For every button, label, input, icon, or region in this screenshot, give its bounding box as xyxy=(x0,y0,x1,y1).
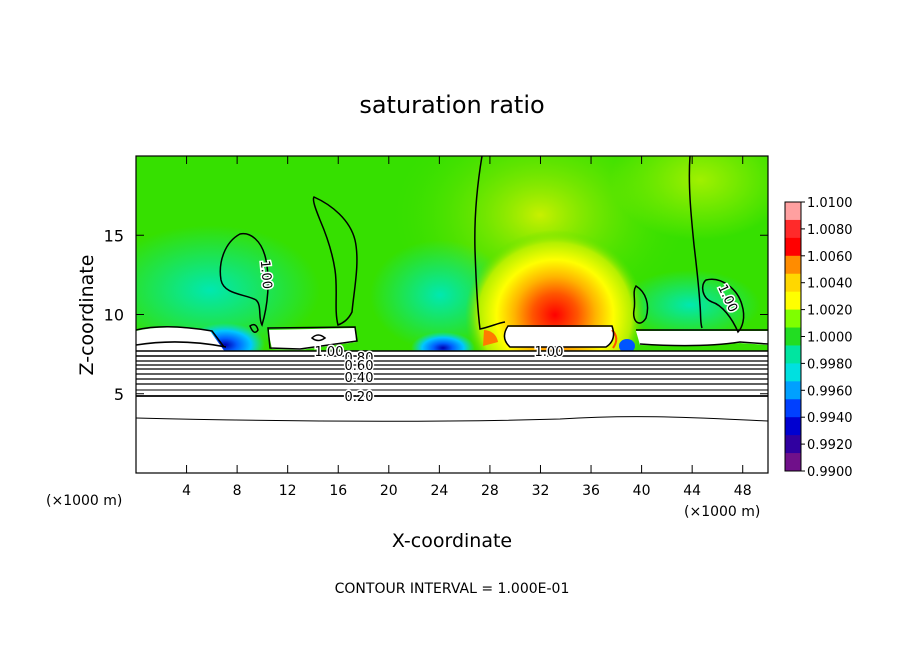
colorbar-swatch xyxy=(785,255,801,275)
contour-label: 1.00 xyxy=(535,345,564,360)
colorbar-swatch xyxy=(785,309,801,329)
cloud-patch-1 xyxy=(136,327,225,352)
x-tick-label: 48 xyxy=(734,483,752,499)
colorbar-swatch xyxy=(785,435,801,454)
colorbar-label: 0.9960 xyxy=(807,384,853,399)
contour-label: 0.20 xyxy=(345,390,374,405)
x-axis-label: X-coordinate xyxy=(392,530,512,552)
colorbar-swatch xyxy=(785,202,801,221)
y-tick-label: 5 xyxy=(114,385,124,404)
x-tick-label: 24 xyxy=(430,483,448,499)
colorbar-swatch xyxy=(785,345,801,364)
contour-line xyxy=(249,323,259,333)
colorbar-swatch xyxy=(785,381,801,400)
contour-line xyxy=(310,334,327,342)
contour-line xyxy=(688,156,703,329)
x-tick-label: 4 xyxy=(182,483,191,499)
colorbar: 1.0100 1.0080 1.0060 1.0040 1.0020 1.0000 0.99… xyxy=(784,196,853,480)
y-axis-label: Z-coordinate xyxy=(76,255,98,376)
x-tick-label: 28 xyxy=(481,483,499,499)
contour-line xyxy=(267,326,358,350)
x-tick-label: 36 xyxy=(582,483,600,499)
y-tick-label: 15 xyxy=(104,226,124,245)
x-tick-label: 8 xyxy=(233,483,242,499)
subsaturated-pocket-right xyxy=(619,339,635,353)
colorbar-swatch xyxy=(785,273,801,293)
contour-label: 0.80 xyxy=(345,351,374,366)
contour-label: 0.60 xyxy=(345,359,374,374)
contour-line xyxy=(136,341,227,348)
contour-stack xyxy=(136,350,768,422)
colorbar-swatch xyxy=(785,363,801,382)
colorbar-swatch xyxy=(785,399,801,418)
contour-line xyxy=(136,325,225,348)
cloud-patch-3 xyxy=(504,327,614,347)
contour-line xyxy=(474,156,506,330)
colorbar-label: 0.9900 xyxy=(807,465,853,480)
contour-interval-note: CONTOUR INTERVAL = 1.000E-01 xyxy=(335,581,570,597)
contour-line xyxy=(639,341,768,347)
contour-label: 1.00 xyxy=(315,345,344,360)
x-tick-label: 44 xyxy=(683,483,701,499)
contours-1-00 xyxy=(136,156,768,350)
contour-line xyxy=(219,232,269,327)
contour-label: 0.40 xyxy=(345,371,374,386)
colorbar-label: 1.0060 xyxy=(807,250,853,265)
colorbar-swatch xyxy=(785,327,801,346)
colorbar-label: 1.0000 xyxy=(807,331,853,346)
y-axis: 5 10 15 xyxy=(104,226,768,404)
colorbar-label: 0.9920 xyxy=(807,438,853,453)
y-tick-label: 10 xyxy=(104,306,124,325)
colorbar-label: 1.0100 xyxy=(807,196,853,211)
colorbar-label: 1.0020 xyxy=(807,304,853,319)
chart-title: saturation ratio xyxy=(359,91,544,119)
x-tick-label: 20 xyxy=(380,483,398,499)
contour-line xyxy=(503,325,615,348)
colorbar-label: 0.9980 xyxy=(807,357,853,372)
contour-line xyxy=(136,416,768,422)
x-unit-left: (×1000 m) xyxy=(46,493,122,509)
lower-unshaded-region xyxy=(136,351,768,473)
colorbar-swatch xyxy=(785,417,801,436)
colorbar-label: 0.9940 xyxy=(807,411,853,426)
contour-line xyxy=(632,284,649,324)
x-tick-label: 12 xyxy=(279,483,297,499)
contour-line xyxy=(701,278,745,334)
x-tick-label: 16 xyxy=(329,483,347,499)
x-tick-label: 32 xyxy=(532,483,550,499)
colorbar-swatch xyxy=(785,219,801,239)
colorbar-label: 1.0040 xyxy=(807,277,853,292)
colorbar-swatch xyxy=(785,291,801,311)
upper-right-gradient xyxy=(610,156,768,240)
x-unit-right: (×1000 m) xyxy=(684,504,760,520)
colorbar-label: 1.0080 xyxy=(807,223,853,238)
plot-area: 1.00 1.00 1.00 1.00 0.80 0.60 0.40 0.20 xyxy=(136,156,768,473)
contour-label: 1.00 xyxy=(257,260,274,290)
cyan-region-right xyxy=(620,270,760,340)
x-axis: 4 8 12 16 20 24 28 32 36 40 44 48 xyxy=(182,156,752,499)
colorbar-swatch xyxy=(785,453,801,472)
colorbar-swatch xyxy=(785,237,801,257)
cloud-edge-orange xyxy=(483,330,498,346)
x-tick-label: 40 xyxy=(633,483,651,499)
contour-line xyxy=(312,196,358,327)
